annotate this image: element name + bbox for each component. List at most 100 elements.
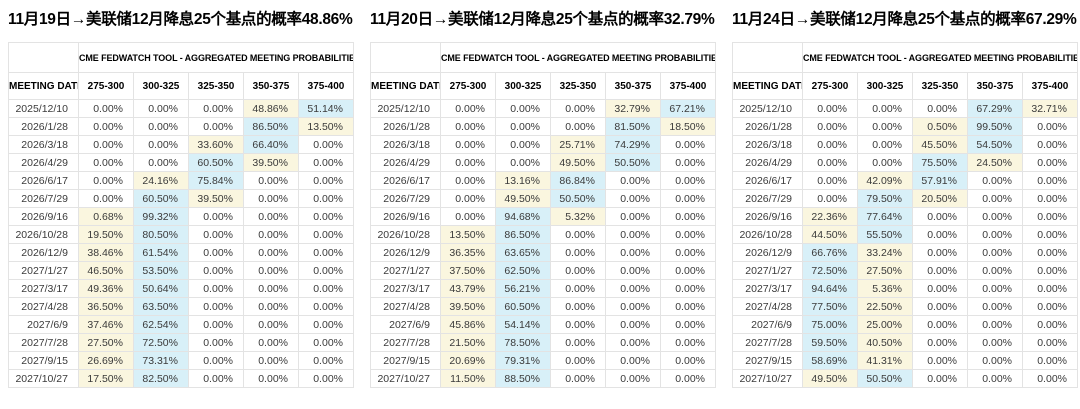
probability-cell: 0.00% <box>660 135 716 154</box>
probability-cell: 0.00% <box>188 333 244 352</box>
probability-cell: 0.00% <box>440 153 496 172</box>
meeting-date-cell: 2027/10/27 <box>732 369 803 388</box>
probability-cell: 41.31% <box>857 351 913 370</box>
table-row: 2026/12/9 66.76% 33.24% 0.00% 0.00% 0.00% <box>732 243 1078 262</box>
probability-cell: 0.00% <box>605 225 661 244</box>
meeting-date-cell: 2027/3/17 <box>370 279 441 298</box>
probability-cell: 0.00% <box>188 261 244 280</box>
probability-cell: 62.50% <box>495 261 551 280</box>
meeting-date-cell: 2027/6/9 <box>370 315 441 334</box>
table-row: 2025/12/10 0.00% 0.00% 0.00% 32.79% 67.21% <box>370 99 716 118</box>
probability-cell: 0.00% <box>660 243 716 262</box>
probability-cell: 0.00% <box>802 171 858 190</box>
rate-range-column-header: 375-400 <box>1022 72 1078 100</box>
meeting-date-cell: 2026/3/18 <box>370 135 441 154</box>
probability-cell: 21.50% <box>440 333 496 352</box>
probability-cell: 37.46% <box>78 315 134 334</box>
meeting-date-cell: 2026/9/16 <box>8 207 79 226</box>
table-row: 2025/12/10 0.00% 0.00% 0.00% 48.86% 51.14% <box>8 99 354 118</box>
meeting-date-cell: 2027/6/9 <box>8 315 79 334</box>
probability-cell: 0.00% <box>1022 315 1078 334</box>
probability-cell: 0.00% <box>298 243 354 262</box>
table-row: 2026/10/28 19.50% 80.50% 0.00% 0.00% 0.00% <box>8 225 354 244</box>
table-row: 2027/9/15 58.69% 41.31% 0.00% 0.00% 0.00% <box>732 351 1078 370</box>
meeting-date-cell: 2026/1/28 <box>370 117 441 136</box>
probability-cell: 0.00% <box>1022 279 1078 298</box>
table-row: 2026/7/29 0.00% 60.50% 39.50% 0.00% 0.00% <box>8 189 354 208</box>
probability-cell: 5.32% <box>550 207 606 226</box>
probability-cell: 13.50% <box>298 117 354 136</box>
probability-cell: 39.50% <box>243 153 299 172</box>
probability-cell: 0.00% <box>1022 135 1078 154</box>
meeting-date-cell: 2027/1/27 <box>370 261 441 280</box>
probability-cell: 0.00% <box>660 333 716 352</box>
meeting-date-cell: 2027/4/28 <box>732 297 803 316</box>
probability-cell: 25.71% <box>550 135 606 154</box>
probability-cell: 72.50% <box>133 333 189 352</box>
table-row: 2027/9/15 26.69% 73.31% 0.00% 0.00% 0.00% <box>8 351 354 370</box>
table-row: 2026/6/17 0.00% 24.16% 75.84% 0.00% 0.00% <box>8 171 354 190</box>
probability-cell: 0.00% <box>912 261 968 280</box>
probability-cell: 80.50% <box>133 225 189 244</box>
probability-cell: 0.00% <box>298 369 354 388</box>
probability-cell: 32.79% <box>605 99 661 118</box>
probability-cell: 0.00% <box>912 279 968 298</box>
probability-cell: 0.00% <box>912 207 968 226</box>
probability-cell: 0.00% <box>857 117 913 136</box>
probability-cell: 0.00% <box>440 99 496 118</box>
fedwatch-table: CME FEDWATCH TOOL - AGGREGATED MEETING P… <box>370 42 716 388</box>
probability-cell: 0.00% <box>912 315 968 334</box>
probability-cell: 0.00% <box>243 333 299 352</box>
table-row: 2026/10/28 44.50% 55.50% 0.00% 0.00% 0.00% <box>732 225 1078 244</box>
table-row: 2027/9/15 20.69% 79.31% 0.00% 0.00% 0.00% <box>370 351 716 370</box>
meeting-date-cell: 2026/3/18 <box>8 135 79 154</box>
probability-cell: 0.00% <box>243 207 299 226</box>
probability-cell: 37.50% <box>440 261 496 280</box>
probability-cell: 0.00% <box>298 189 354 208</box>
probability-cell: 0.00% <box>1022 207 1078 226</box>
probability-cell: 50.64% <box>133 279 189 298</box>
probability-cell: 24.50% <box>967 153 1023 172</box>
meeting-date-cell: 2025/12/10 <box>732 99 803 118</box>
probability-cell: 0.00% <box>298 351 354 370</box>
probability-cell: 0.00% <box>660 225 716 244</box>
probability-cell: 0.00% <box>550 261 606 280</box>
probability-cell: 0.00% <box>660 297 716 316</box>
probability-cell: 0.00% <box>967 369 1023 388</box>
meeting-date-cell: 2026/7/29 <box>370 189 441 208</box>
meeting-date-column-header: MEETING DATE <box>732 72 803 100</box>
probability-cell: 0.00% <box>605 351 661 370</box>
table-row: 2027/6/9 45.86% 54.14% 0.00% 0.00% 0.00% <box>370 315 716 334</box>
probability-cell: 99.50% <box>967 117 1023 136</box>
probability-cell: 0.00% <box>857 135 913 154</box>
probability-cell: 26.69% <box>78 351 134 370</box>
corner-cell <box>370 42 441 73</box>
probability-cell: 22.36% <box>802 207 858 226</box>
meeting-date-cell: 2026/12/9 <box>732 243 803 262</box>
probability-cell: 0.00% <box>495 135 551 154</box>
tool-header-row: CME FEDWATCH TOOL - AGGREGATED MEETING P… <box>732 42 1078 73</box>
probability-cell: 0.00% <box>298 207 354 226</box>
probability-cell: 0.00% <box>298 261 354 280</box>
table-row: 2027/10/27 11.50% 88.50% 0.00% 0.00% 0.00% <box>370 369 716 388</box>
probability-cell: 39.50% <box>188 189 244 208</box>
probability-cell: 0.00% <box>1022 351 1078 370</box>
probability-cell: 66.40% <box>243 135 299 154</box>
probability-cell: 0.00% <box>967 189 1023 208</box>
probability-cell: 66.76% <box>802 243 858 262</box>
probability-cell: 48.86% <box>243 99 299 118</box>
meeting-date-cell: 2027/1/27 <box>732 261 803 280</box>
probability-cell: 0.00% <box>802 153 858 172</box>
meeting-date-column-header: MEETING DATE <box>8 72 79 100</box>
probability-cell: 0.00% <box>298 279 354 298</box>
probability-cell: 0.00% <box>78 153 134 172</box>
probability-cell: 73.31% <box>133 351 189 370</box>
probability-cell: 67.21% <box>660 99 716 118</box>
meeting-date-cell: 2027/9/15 <box>370 351 441 370</box>
meeting-date-cell: 2027/7/28 <box>732 333 803 352</box>
probability-cell: 0.00% <box>967 333 1023 352</box>
table-row: 2027/3/17 43.79% 56.21% 0.00% 0.00% 0.00% <box>370 279 716 298</box>
probability-cell: 27.50% <box>78 333 134 352</box>
table-body: 2025/12/10 0.00% 0.00% 0.00% 67.29% 32.71% 202… <box>732 99 1078 388</box>
probability-cell: 0.00% <box>912 225 968 244</box>
